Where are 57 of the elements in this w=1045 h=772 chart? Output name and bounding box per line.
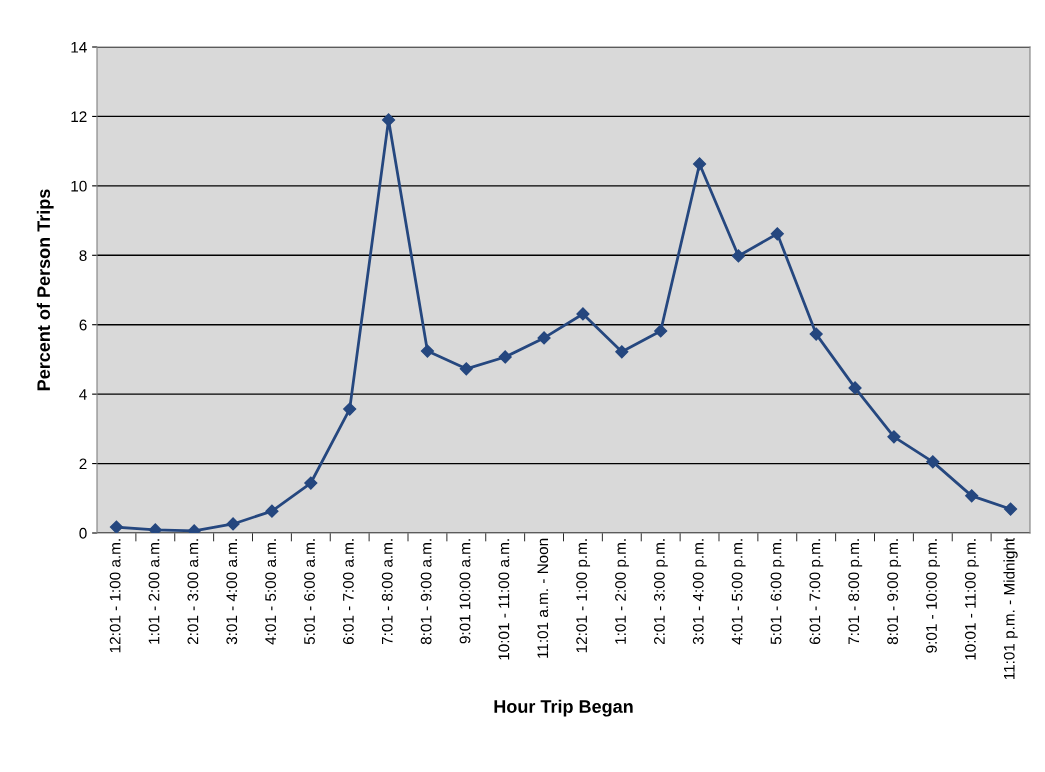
point — [770, 227, 784, 241]
x-tick-label: 12:01 - 1:00 a.m. — [109, 539, 121, 653]
point — [615, 345, 629, 359]
y-tick-label: 8 — [79, 250, 87, 261]
point — [887, 430, 901, 444]
y-tick-label: 2 — [79, 458, 87, 470]
point — [459, 362, 473, 376]
x-tick-label: 10:01 - 11:00 a.m. — [498, 539, 510, 660]
x-tick-label: 4:01 - 5:00 a.m. — [265, 539, 277, 645]
y-tick-label: 6 — [79, 319, 87, 331]
point — [381, 113, 396, 127]
point — [304, 476, 318, 490]
x-tick-label: 7:01 - 8:00 p.m. — [848, 539, 863, 645]
x-tick-label: 11:01 p.m. - Midnight — [1003, 537, 1018, 680]
x-axis-title: Hour Trip Began — [494, 699, 633, 717]
point — [926, 455, 940, 469]
x-tick-label: 10:01 - 11:00 p.m. — [964, 539, 979, 660]
x-tick-label: 3:01 - 4:00 a.m. — [226, 539, 238, 645]
point — [148, 523, 162, 533]
point — [1003, 502, 1018, 516]
y-tick-label: 4 — [79, 389, 87, 400]
x-tick-label: 8:01 - 9:00 a.m. — [420, 539, 432, 645]
x-tick-label: 8:01 - 9:00 p.m. — [887, 539, 902, 645]
y-tick-label: 0 — [79, 527, 87, 539]
x-tick-label: 2:01 - 3:00 p.m. — [653, 539, 668, 645]
point — [576, 307, 590, 321]
x-tick-label: 3:01 - 4:00 p.m. — [692, 539, 707, 645]
x-tick-label: 5:01 - 6:00 a.m. — [304, 539, 315, 645]
point — [343, 402, 357, 416]
point — [692, 157, 707, 171]
point — [654, 324, 668, 338]
point — [109, 520, 124, 533]
point — [498, 350, 512, 364]
x-tick-label: 2:01 - 3:00 a.m. — [187, 539, 199, 645]
point — [265, 504, 279, 518]
y-tick-label: 14 — [71, 42, 87, 53]
x-tick-label: 6:01 - 7:00 p.m. — [809, 539, 824, 645]
x-tick-label: 9:01 10:00 a.m. — [459, 539, 471, 644]
x-tick-label: 7:01 - 8:00 a.m. — [381, 539, 393, 645]
x-tick-label: 11:01 a.m. - Noon — [537, 538, 549, 658]
point — [965, 489, 979, 503]
x-tick-label: 1:01 - 2:00 p.m. — [615, 539, 629, 644]
point — [809, 327, 823, 341]
point — [537, 331, 551, 345]
y-axis-title: Percent of Person Trips — [36, 189, 54, 391]
x-tick-label: 9:01 - 10:00 p.m. — [926, 539, 940, 653]
point — [420, 344, 435, 358]
y-tick-label: 10 — [71, 180, 87, 192]
x-tick-label: 1:01 - 2:00 a.m. — [148, 539, 160, 644]
point — [848, 381, 862, 395]
y-tick-label: 12 — [71, 111, 87, 122]
point — [226, 517, 240, 531]
x-tick-label: 5:01 - 6:00 p.m. — [770, 539, 785, 645]
x-tick-label: 6:01 - 7:00 a.m. — [342, 539, 354, 645]
point — [731, 249, 746, 263]
x-tick-label: 12:01 - 1:00 p.m. — [576, 539, 591, 653]
x-tick-label: 4:01 - 5:00 p.m. — [731, 539, 746, 645]
